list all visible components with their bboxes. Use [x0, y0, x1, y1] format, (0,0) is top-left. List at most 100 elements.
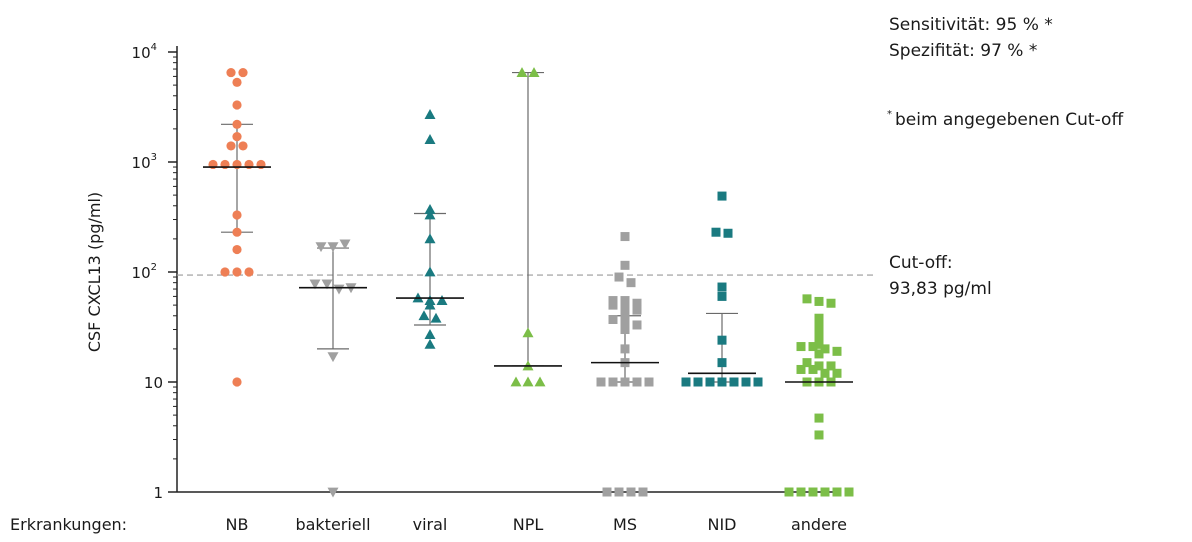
data-point: [424, 203, 436, 214]
data-point: [430, 312, 442, 323]
data-point: [796, 342, 806, 352]
footnote-text: beim angegebenen Cut-off: [895, 110, 1124, 130]
data-point: [632, 298, 642, 308]
data-point: [620, 260, 630, 270]
data-point: [522, 327, 534, 338]
data-point: [802, 294, 812, 304]
y-tick-label: 103: [132, 152, 157, 172]
data-point: [620, 232, 630, 242]
sensitivity-text: Sensitivität: 95 % *: [889, 15, 1053, 35]
data-point: [814, 430, 824, 440]
data-point: [232, 267, 242, 277]
x-tick-label: andere: [791, 515, 847, 534]
data-point: [424, 134, 436, 144]
data-point: [232, 132, 242, 142]
data-point: [327, 487, 339, 498]
data-point: [644, 377, 654, 387]
data-point: [238, 67, 248, 78]
data-point: [315, 242, 327, 253]
footnote: * beim angegebenen Cut-off: [887, 102, 1123, 133]
data-point: [608, 314, 618, 324]
data-point: [814, 325, 824, 335]
data-point: [522, 376, 534, 387]
data-point: [327, 352, 339, 363]
y-tick-label: 104: [132, 42, 157, 62]
data-point: [596, 377, 606, 387]
data-point: [717, 335, 727, 345]
data-point: [608, 296, 618, 306]
data-point: [232, 244, 242, 255]
data-point: [844, 487, 854, 497]
data-point: [826, 361, 836, 371]
data-point: [808, 342, 818, 352]
data-point: [741, 377, 751, 387]
data-point: [424, 233, 436, 244]
x-axis-title: Erkrankungen:: [10, 515, 127, 534]
y-axis-label: CSF CXCL13 (pg/ml): [85, 192, 104, 352]
data-point: [424, 299, 436, 310]
data-point: [226, 141, 236, 151]
data-point: [717, 282, 727, 292]
data-point: [820, 344, 830, 354]
data-point: [814, 333, 824, 343]
x-tick-label: bakteriell: [295, 515, 370, 534]
data-point: [620, 377, 630, 387]
data-point: [820, 487, 830, 497]
data-point: [717, 377, 727, 387]
cutoff-label-line1: Cut-off:: [889, 253, 953, 273]
data-point: [232, 77, 242, 87]
data-point: [753, 377, 763, 387]
data-point: [814, 349, 824, 359]
data-point: [327, 242, 339, 253]
data-point: [226, 67, 236, 78]
data-point: [232, 377, 242, 387]
x-tick-label: viral: [413, 515, 448, 534]
data-point: [796, 487, 806, 497]
data-point: [424, 109, 436, 119]
data-point: [238, 141, 248, 151]
data-point: [705, 377, 715, 387]
data-point: [638, 487, 648, 497]
data-point: [232, 100, 242, 110]
data-point: [723, 228, 733, 238]
data-point: [418, 310, 430, 321]
data-point: [424, 338, 436, 349]
data-point: [784, 487, 794, 497]
data-point: [814, 317, 824, 327]
data-point: [321, 279, 333, 290]
x-tick-label: MS: [613, 515, 637, 534]
data-point: [626, 278, 636, 288]
data-point: [796, 364, 806, 374]
data-point: [232, 210, 242, 220]
data-point: [711, 227, 721, 237]
data-point: [729, 377, 739, 387]
data-point: [717, 291, 727, 301]
cutoff-label: Cut-off: 93,83 pg/ml: [889, 250, 992, 302]
data-point: [534, 376, 546, 387]
data-point: [232, 119, 242, 129]
data-point: [814, 413, 824, 423]
data-point: [620, 317, 630, 327]
data-point: [528, 67, 540, 77]
data-point: [620, 302, 630, 312]
data-point: [608, 300, 618, 310]
specificity-text: Spezifität: 97 % *: [889, 41, 1038, 61]
data-point: [808, 487, 818, 497]
data-point: [802, 358, 812, 368]
data-point: [620, 311, 630, 321]
data-point: [717, 358, 727, 368]
data-point: [339, 239, 351, 250]
x-tick-label: NPL: [513, 515, 544, 534]
data-point: [814, 296, 824, 306]
data-point: [220, 267, 230, 277]
data-point: [309, 279, 321, 290]
data-point: [614, 272, 624, 282]
cutoff-label-line2: 93,83 pg/ml: [889, 279, 992, 299]
data-point: [832, 346, 842, 356]
data-point: [814, 361, 824, 371]
data-point: [826, 298, 836, 308]
data-point: [717, 191, 727, 201]
data-point: [436, 295, 448, 305]
y-tick-label: 1: [153, 484, 163, 502]
